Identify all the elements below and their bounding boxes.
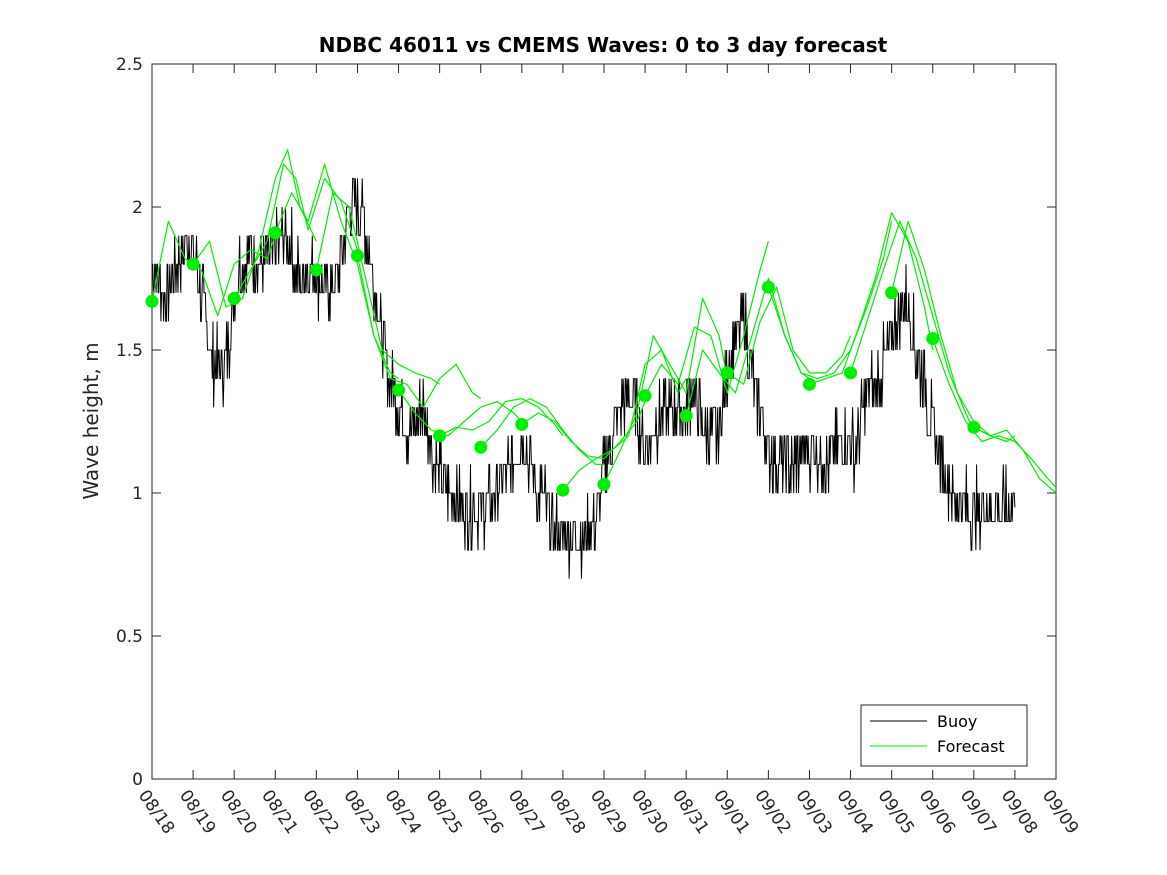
forecast-initial-point [597, 477, 611, 491]
forecast-initial-point [227, 292, 241, 306]
x-tick-label: 08/26 [463, 786, 507, 838]
y-tick-label: 0.5 [116, 627, 143, 647]
x-tick-label: 08/20 [216, 786, 260, 838]
forecast-series-line [398, 389, 523, 437]
legend-box [860, 704, 1028, 767]
forecast-initial-point [926, 332, 940, 346]
x-tick-label: 08/23 [339, 786, 383, 838]
y-tick-label: 2.5 [116, 55, 143, 75]
forecast-initial-point [350, 249, 364, 263]
y-axis-label: Wave height, m [79, 342, 103, 499]
forecast-initial-point [885, 286, 899, 300]
forecast-initial-point [556, 483, 570, 497]
forecast-initial-point [967, 420, 981, 434]
forecast-series-line [809, 212, 934, 385]
x-tick-label: 08/29 [586, 786, 630, 838]
forecast-series-line [603, 297, 728, 485]
forecast-initial-point [186, 257, 200, 271]
y-tick-label: 1.5 [116, 341, 143, 361]
forecast-initial-point [802, 377, 816, 391]
y-tick-label: 2 [132, 198, 143, 218]
forecast-series-line [562, 349, 687, 491]
x-tick-label: 08/22 [298, 786, 342, 838]
forecast-initial-point [392, 383, 406, 397]
chart-title: NDBC 46011 vs CMEMS Waves: 0 to 3 day fo… [319, 33, 888, 57]
forecast-initial-point [679, 409, 693, 423]
forecast-initial-point [638, 389, 652, 403]
y-tick-label: 1 [132, 484, 143, 504]
x-tick-label: 09/01 [709, 786, 753, 838]
forecast-series-line [726, 286, 852, 385]
forecast-series-line [192, 149, 317, 308]
forecast-series-line [151, 220, 276, 317]
forecast-series-line [480, 398, 604, 465]
forecast-initial-point [268, 226, 282, 240]
forecast-initial-point [433, 429, 447, 443]
x-tick-label: 08/30 [627, 786, 671, 838]
x-tick-label: 09/03 [791, 786, 835, 838]
forecast-series-line [356, 255, 482, 408]
forecast-initial-point [515, 417, 529, 431]
x-tick-label: 09/05 [874, 786, 918, 838]
forecast-series-line [315, 192, 440, 385]
forecast-initial-point [720, 366, 734, 380]
x-tick-label: 08/25 [422, 786, 466, 838]
forecast-series-line [891, 220, 1016, 443]
x-tick-label: 09/07 [956, 786, 1000, 838]
forecast-series-line [932, 338, 1057, 488]
x-tick-label: 09/09 [1038, 786, 1082, 838]
x-tick-label: 08/27 [504, 786, 548, 838]
x-tick-label: 08/28 [545, 786, 589, 838]
x-tick-label: 08/31 [668, 786, 712, 838]
forecast-initial-point [761, 280, 775, 294]
forecast-initial-point [474, 440, 488, 454]
legend: Buoy Forecast [860, 704, 1028, 767]
forecast-series-line [644, 241, 769, 397]
forecast-series-line [767, 221, 893, 380]
forecast-series-line [521, 401, 646, 460]
x-tick-label: 09/04 [832, 786, 876, 838]
buoy-series-line [152, 177, 1016, 579]
y-tick-label: 0 [132, 770, 143, 790]
forecast-series-line [849, 220, 975, 431]
forecast-series-line [233, 163, 359, 299]
forecast-series-line [973, 426, 1057, 494]
x-tick-label: 08/19 [175, 786, 219, 838]
legend-buoy-label: Buoy [937, 712, 977, 731]
forecast-initial-point [145, 294, 159, 308]
forecast-initial-point [309, 263, 323, 277]
x-tick-label: 08/24 [380, 786, 424, 838]
x-tick-label: 09/08 [997, 786, 1041, 838]
plot-area: 00.511.522.508/1808/1908/2008/2108/2208/… [116, 55, 1082, 838]
forecast-series-line [274, 163, 399, 380]
x-tick-label: 08/18 [134, 786, 178, 838]
x-tick-label: 08/21 [257, 786, 301, 838]
forecast-initial-point [844, 366, 858, 380]
plot-frame [151, 63, 1057, 780]
legend-forecast-label: Forecast [937, 737, 1005, 756]
x-tick-label: 09/06 [915, 786, 959, 838]
x-tick-label: 09/02 [750, 786, 794, 838]
